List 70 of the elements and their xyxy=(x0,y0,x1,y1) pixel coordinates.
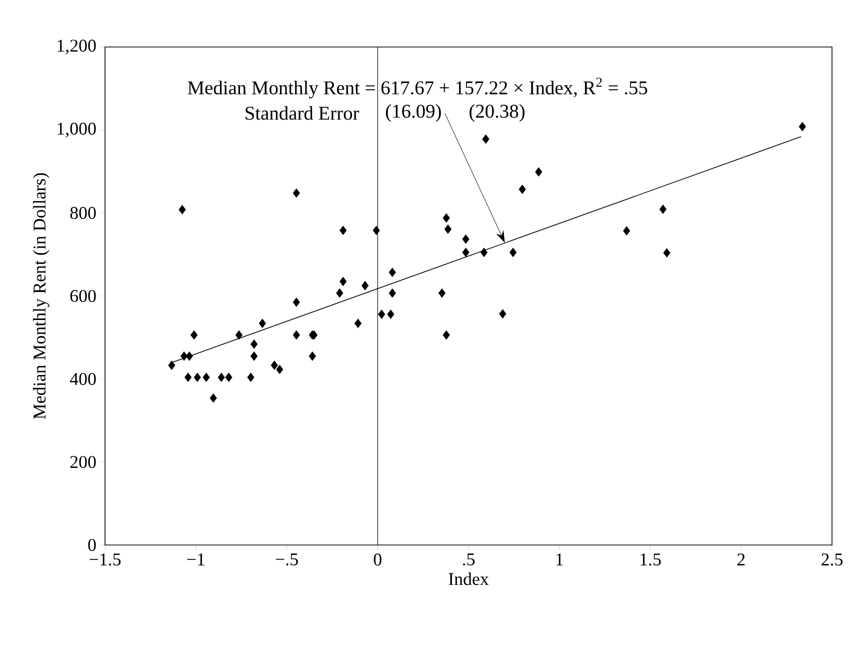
point xyxy=(535,167,542,177)
point xyxy=(387,310,394,319)
x-tick-label: −1.5 xyxy=(90,554,121,566)
point xyxy=(178,204,186,214)
point xyxy=(308,351,316,361)
point xyxy=(462,248,470,258)
x-tick-label: .5 xyxy=(462,553,475,566)
point xyxy=(202,372,210,382)
point xyxy=(225,372,232,382)
point xyxy=(340,276,347,286)
point xyxy=(388,288,396,298)
point xyxy=(340,226,347,236)
y-tick-label: 200 xyxy=(70,456,96,468)
x-tick-label: −.5 xyxy=(276,553,298,566)
annotation: (20.38) xyxy=(470,104,524,122)
point xyxy=(499,309,506,319)
point xyxy=(168,360,176,370)
point xyxy=(194,372,201,382)
point xyxy=(362,280,369,290)
y-tick-label: 1,200 xyxy=(58,40,96,54)
x-tick-label: 2 xyxy=(737,554,745,566)
annotation: (16.09) xyxy=(386,104,441,122)
point xyxy=(258,318,266,328)
x-tick-label: 2.5 xyxy=(822,554,843,566)
y-tick-label: 1,000 xyxy=(58,122,96,138)
point xyxy=(250,339,258,349)
x-tick-label: 1.5 xyxy=(640,554,661,566)
point xyxy=(292,298,300,307)
point xyxy=(372,226,380,236)
point xyxy=(659,204,667,214)
point xyxy=(623,226,630,236)
point xyxy=(482,134,490,144)
point xyxy=(663,248,670,258)
point xyxy=(438,288,446,298)
x-tick-label: −1 xyxy=(187,554,204,566)
point xyxy=(210,393,217,403)
point xyxy=(184,372,192,382)
point xyxy=(509,248,517,258)
point xyxy=(354,318,362,328)
y-tick-label: 0 xyxy=(88,538,96,552)
point xyxy=(444,224,452,234)
point xyxy=(442,330,450,340)
y-tick-label: 400 xyxy=(70,372,96,386)
x-tick-label: 1 xyxy=(556,554,563,566)
y-tick-label: 800 xyxy=(70,206,96,220)
point xyxy=(180,351,188,361)
annotation: Standard Error xyxy=(246,106,360,120)
point xyxy=(186,351,193,361)
point xyxy=(292,188,300,198)
point xyxy=(378,310,386,319)
point xyxy=(388,268,396,278)
point xyxy=(798,122,806,132)
point xyxy=(235,330,243,340)
point xyxy=(250,351,258,361)
point xyxy=(270,360,278,370)
point xyxy=(336,288,344,298)
point xyxy=(247,372,254,382)
point xyxy=(518,184,526,194)
point xyxy=(276,364,284,374)
x-tick-label: 0 xyxy=(374,554,382,566)
point xyxy=(480,248,488,258)
point xyxy=(442,213,450,223)
x-axis-title: Index xyxy=(448,572,489,586)
annotation: Median Monthly Rent = 617.67 + 157.22 × Index, R$^{2}$ = .55 xyxy=(188,78,648,98)
y-tick-label: 600 xyxy=(70,290,96,302)
point xyxy=(190,330,198,340)
point xyxy=(292,330,300,340)
y-axis-title: Median Monthly Rent (in Dollars) xyxy=(32,173,50,419)
point xyxy=(462,234,470,244)
point xyxy=(218,372,225,382)
